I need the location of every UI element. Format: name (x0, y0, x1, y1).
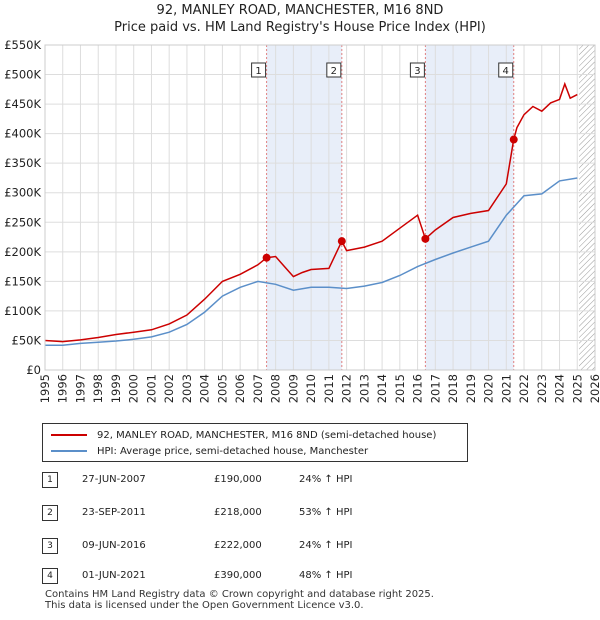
x-tick-label: 2017 (428, 374, 442, 403)
x-tick-label: 2008 (269, 374, 283, 403)
x-tick-label: 2016 (411, 374, 425, 403)
sale-label-box (498, 62, 514, 78)
x-tick-label: 1995 (38, 374, 52, 403)
x-tick-label: 2007 (251, 374, 265, 403)
x-tick-label: 2006 (233, 374, 247, 403)
sale-label: 4 (503, 66, 509, 77)
x-tick-label: 2026 (588, 374, 600, 403)
x-tick-label: 2013 (357, 374, 371, 403)
price-chart: 1 2 3 4 £0 £50K £100K £150K £200K £250K £300K £350K… (4, 38, 600, 403)
transaction-hpi-change: 48% ↑ HPI (299, 570, 353, 581)
x-tick-label: 2000 (127, 374, 141, 403)
y-tick-label: £300K (4, 186, 41, 200)
x-tick-label: 2002 (162, 374, 176, 403)
transaction-date: 27-JUN-2007 (82, 474, 146, 485)
transaction-date: 09-JUN-2016 (82, 540, 146, 551)
y-tick-label: £200K (4, 245, 41, 259)
transaction-number: 3 (42, 538, 58, 554)
transaction-hpi-change: 24% ↑ HPI (299, 474, 353, 485)
x-tick-label: 2001 (144, 374, 158, 403)
y-tick-label: £450K (4, 97, 41, 111)
sale-point (262, 253, 271, 262)
shaded-period (425, 45, 514, 370)
legend-label-hpi: HPI: Average price, semi-detached house,… (97, 445, 369, 457)
transaction-price: £190,000 (214, 474, 262, 485)
y-tick-label: £150K (4, 274, 41, 288)
x-tick-label: 1997 (73, 374, 87, 403)
chart-title: 92, MANLEY ROAD, MANCHESTER, M16 8ND (156, 3, 444, 18)
x-tick-label: 2010 (304, 374, 318, 403)
x-tick-label: 2009 (286, 374, 300, 403)
y-tick-label: £500K (4, 68, 41, 82)
y-tick-label: £250K (4, 215, 41, 229)
transaction-price: £218,000 (214, 507, 262, 518)
chart-subtitle: Price paid vs. HM Land Registry's House … (114, 20, 486, 35)
x-tick-label: 2015 (393, 374, 407, 403)
y-tick-label: £0 (26, 363, 41, 377)
x-tick-label: 2014 (375, 374, 389, 403)
x-tick-label: 2003 (180, 374, 194, 403)
legend-item-property: 92, MANLEY ROAD, MANCHESTER, M16 8ND (se… (51, 428, 436, 442)
legend-label-property: 92, MANLEY ROAD, MANCHESTER, M16 8ND (se… (97, 429, 437, 441)
sale-label: 3 (414, 66, 420, 77)
y-tick-label: £550K (4, 38, 41, 52)
transaction-date: 23-SEP-2011 (82, 507, 146, 518)
legend: 92, MANLEY ROAD, MANCHESTER, M16 8ND (se… (42, 423, 468, 462)
x-tick-label: 2018 (446, 374, 460, 403)
sale-point (421, 234, 430, 243)
x-tick-label: 2023 (535, 374, 549, 403)
x-tick-label: 2012 (340, 374, 354, 403)
legend-swatch-hpi (51, 450, 87, 452)
legend-swatch-property (51, 434, 87, 436)
sale-label: 2 (331, 66, 337, 77)
table-row: 2 23-SEP-2011 £218,000 53% ↑ HPI (42, 505, 542, 521)
table-row: 4 01-JUN-2021 £390,000 48% ↑ HPI (42, 568, 542, 584)
sale-label: 1 (255, 66, 261, 77)
y-tick-label: £350K (4, 156, 41, 170)
footer: Contains HM Land Registry data © Crown c… (45, 589, 434, 611)
x-tick-label: 2025 (570, 374, 584, 403)
transaction-price: £222,000 (214, 540, 262, 551)
footer-licence: This data is licensed under the Open Gov… (45, 600, 364, 611)
shaded-period (266, 45, 342, 370)
sale-label-box (409, 62, 425, 78)
property-price-line (44, 81, 578, 343)
plot-frame (44, 44, 596, 371)
y-tick-label: £50K (12, 333, 42, 347)
x-tick-label: 2021 (499, 374, 513, 403)
forecast-hatch (579, 45, 595, 370)
sale-label-box (326, 62, 342, 78)
x-tick-label: 2005 (215, 374, 229, 403)
transaction-date: 01-JUN-2021 (82, 570, 146, 581)
x-tick-label: 2022 (517, 374, 531, 403)
transaction-number: 4 (42, 568, 58, 584)
table-row: 3 09-JUN-2016 £222,000 24% ↑ HPI (42, 538, 542, 554)
transaction-number: 2 (42, 505, 58, 521)
transaction-hpi-change: 53% ↑ HPI (299, 507, 353, 518)
x-tick-label: 2024 (553, 374, 567, 403)
x-tick-label: 1998 (91, 374, 105, 403)
legend-item-hpi: HPI: Average price, semi-detached house,… (51, 444, 368, 458)
transaction-price: £390,000 (214, 570, 262, 581)
transaction-number: 1 (42, 472, 58, 488)
x-tick-label: 2019 (464, 374, 478, 403)
y-tick-label: £400K (4, 127, 41, 141)
x-tick-label: 2020 (482, 374, 496, 403)
sale-point (337, 237, 346, 246)
hpi-line (45, 177, 578, 346)
x-tick-label: 1999 (109, 374, 123, 403)
y-tick-label: £100K (4, 304, 41, 318)
transaction-hpi-change: 24% ↑ HPI (299, 540, 353, 551)
x-tick-label: 1996 (56, 374, 70, 403)
x-tick-label: 2011 (322, 374, 336, 403)
table-row: 1 27-JUN-2007 £190,000 24% ↑ HPI (42, 472, 542, 488)
footer-copyright: Contains HM Land Registry data © Crown c… (45, 589, 434, 600)
sale-label-box (251, 62, 267, 78)
x-tick-label: 2004 (198, 374, 212, 403)
sale-point (509, 135, 518, 144)
